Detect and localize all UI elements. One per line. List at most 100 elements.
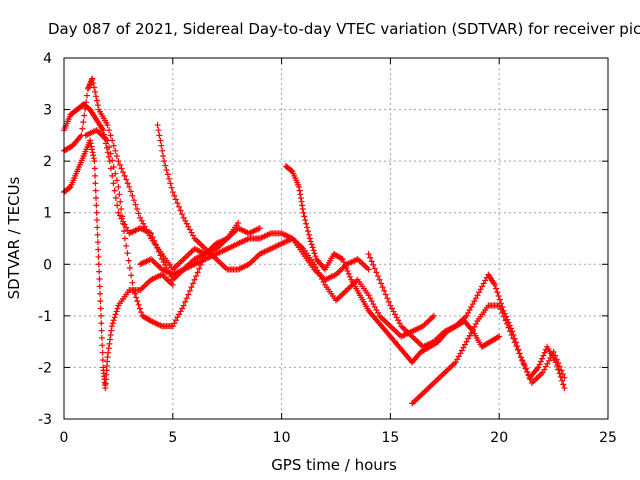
data-point [163,166,170,173]
data-point [303,220,310,227]
data-point [297,191,304,198]
y-tick-label: 4 [43,51,52,67]
data-point [558,367,565,374]
data-point [83,99,90,106]
series-track-4 [82,127,220,330]
data-point [176,203,183,210]
data-point [88,143,95,150]
series-track-6 [137,230,437,340]
data-point [110,317,117,324]
data-point [342,262,349,269]
data-point [503,320,510,327]
data-point [183,295,190,302]
data-point [160,152,167,159]
data-point [495,292,502,299]
data-point [123,176,130,183]
data-point [111,314,118,321]
data-point [500,313,507,320]
data-point [541,349,548,356]
data-point [340,259,347,266]
data-point [306,235,313,242]
data-point [561,374,568,381]
data-point [256,225,263,232]
data-point [114,305,121,312]
data-point [312,253,319,260]
data-point [126,183,133,190]
data-point [235,220,242,227]
y-tick-label: -1 [38,309,52,325]
data-point [182,298,189,305]
data-point [496,302,503,309]
data-point [491,281,498,288]
data-point [97,290,104,297]
data-point [180,302,187,309]
data-point [177,207,184,214]
data-point [346,273,353,280]
series-track-7 [282,163,503,366]
data-point [110,180,117,187]
data-point [95,253,102,260]
y-tick-label: 1 [43,206,52,222]
data-point [115,183,122,190]
data-point [118,206,125,213]
data-point [96,268,103,275]
data-point [124,180,131,187]
data-point [378,280,385,287]
data-point [107,150,114,157]
data-point [112,170,119,177]
data-point [507,328,514,335]
data-point [510,335,517,342]
data-point [304,224,311,231]
data-point [174,200,181,207]
data-point [104,149,111,156]
data-point [129,192,136,199]
data-point [84,92,91,99]
data-point [188,284,195,291]
data-point [494,289,501,296]
data-point [168,184,175,191]
data-point [376,276,383,283]
data-point [179,211,186,218]
data-point [299,206,306,213]
data-point [310,247,317,254]
data-point [493,285,500,292]
data-point [560,381,567,388]
data-point [112,311,119,318]
data-point [156,132,163,139]
data-point [135,210,142,217]
data-point [110,164,117,171]
y-tick-label: 3 [43,103,52,119]
data-point [94,231,101,238]
data-point [121,235,128,242]
data-point [119,213,126,220]
data-point [105,349,112,356]
data-point [94,102,101,109]
data-point [94,224,101,231]
x-tick-label: 15 [381,430,399,446]
data-point [513,343,520,350]
data-point [98,320,105,327]
data-point [91,158,98,165]
data-point [99,349,106,356]
data-point [524,368,531,375]
data-point [104,122,111,129]
data-point [97,312,104,319]
series-track-3 [61,137,176,392]
plot-border [63,57,609,420]
y-tick-label: 2 [43,154,52,170]
data-point [158,142,165,149]
data-point [93,194,100,201]
data-point [505,324,512,331]
data-point [550,348,557,355]
data-point [131,290,138,297]
data-point [129,279,136,286]
data-point [100,127,107,134]
data-point [496,333,503,340]
data-point [374,273,381,280]
data-point [95,261,102,268]
data-point [91,165,98,172]
data-point [497,306,504,313]
data-point [514,346,521,353]
data-point [110,142,117,149]
data-point [307,238,314,245]
